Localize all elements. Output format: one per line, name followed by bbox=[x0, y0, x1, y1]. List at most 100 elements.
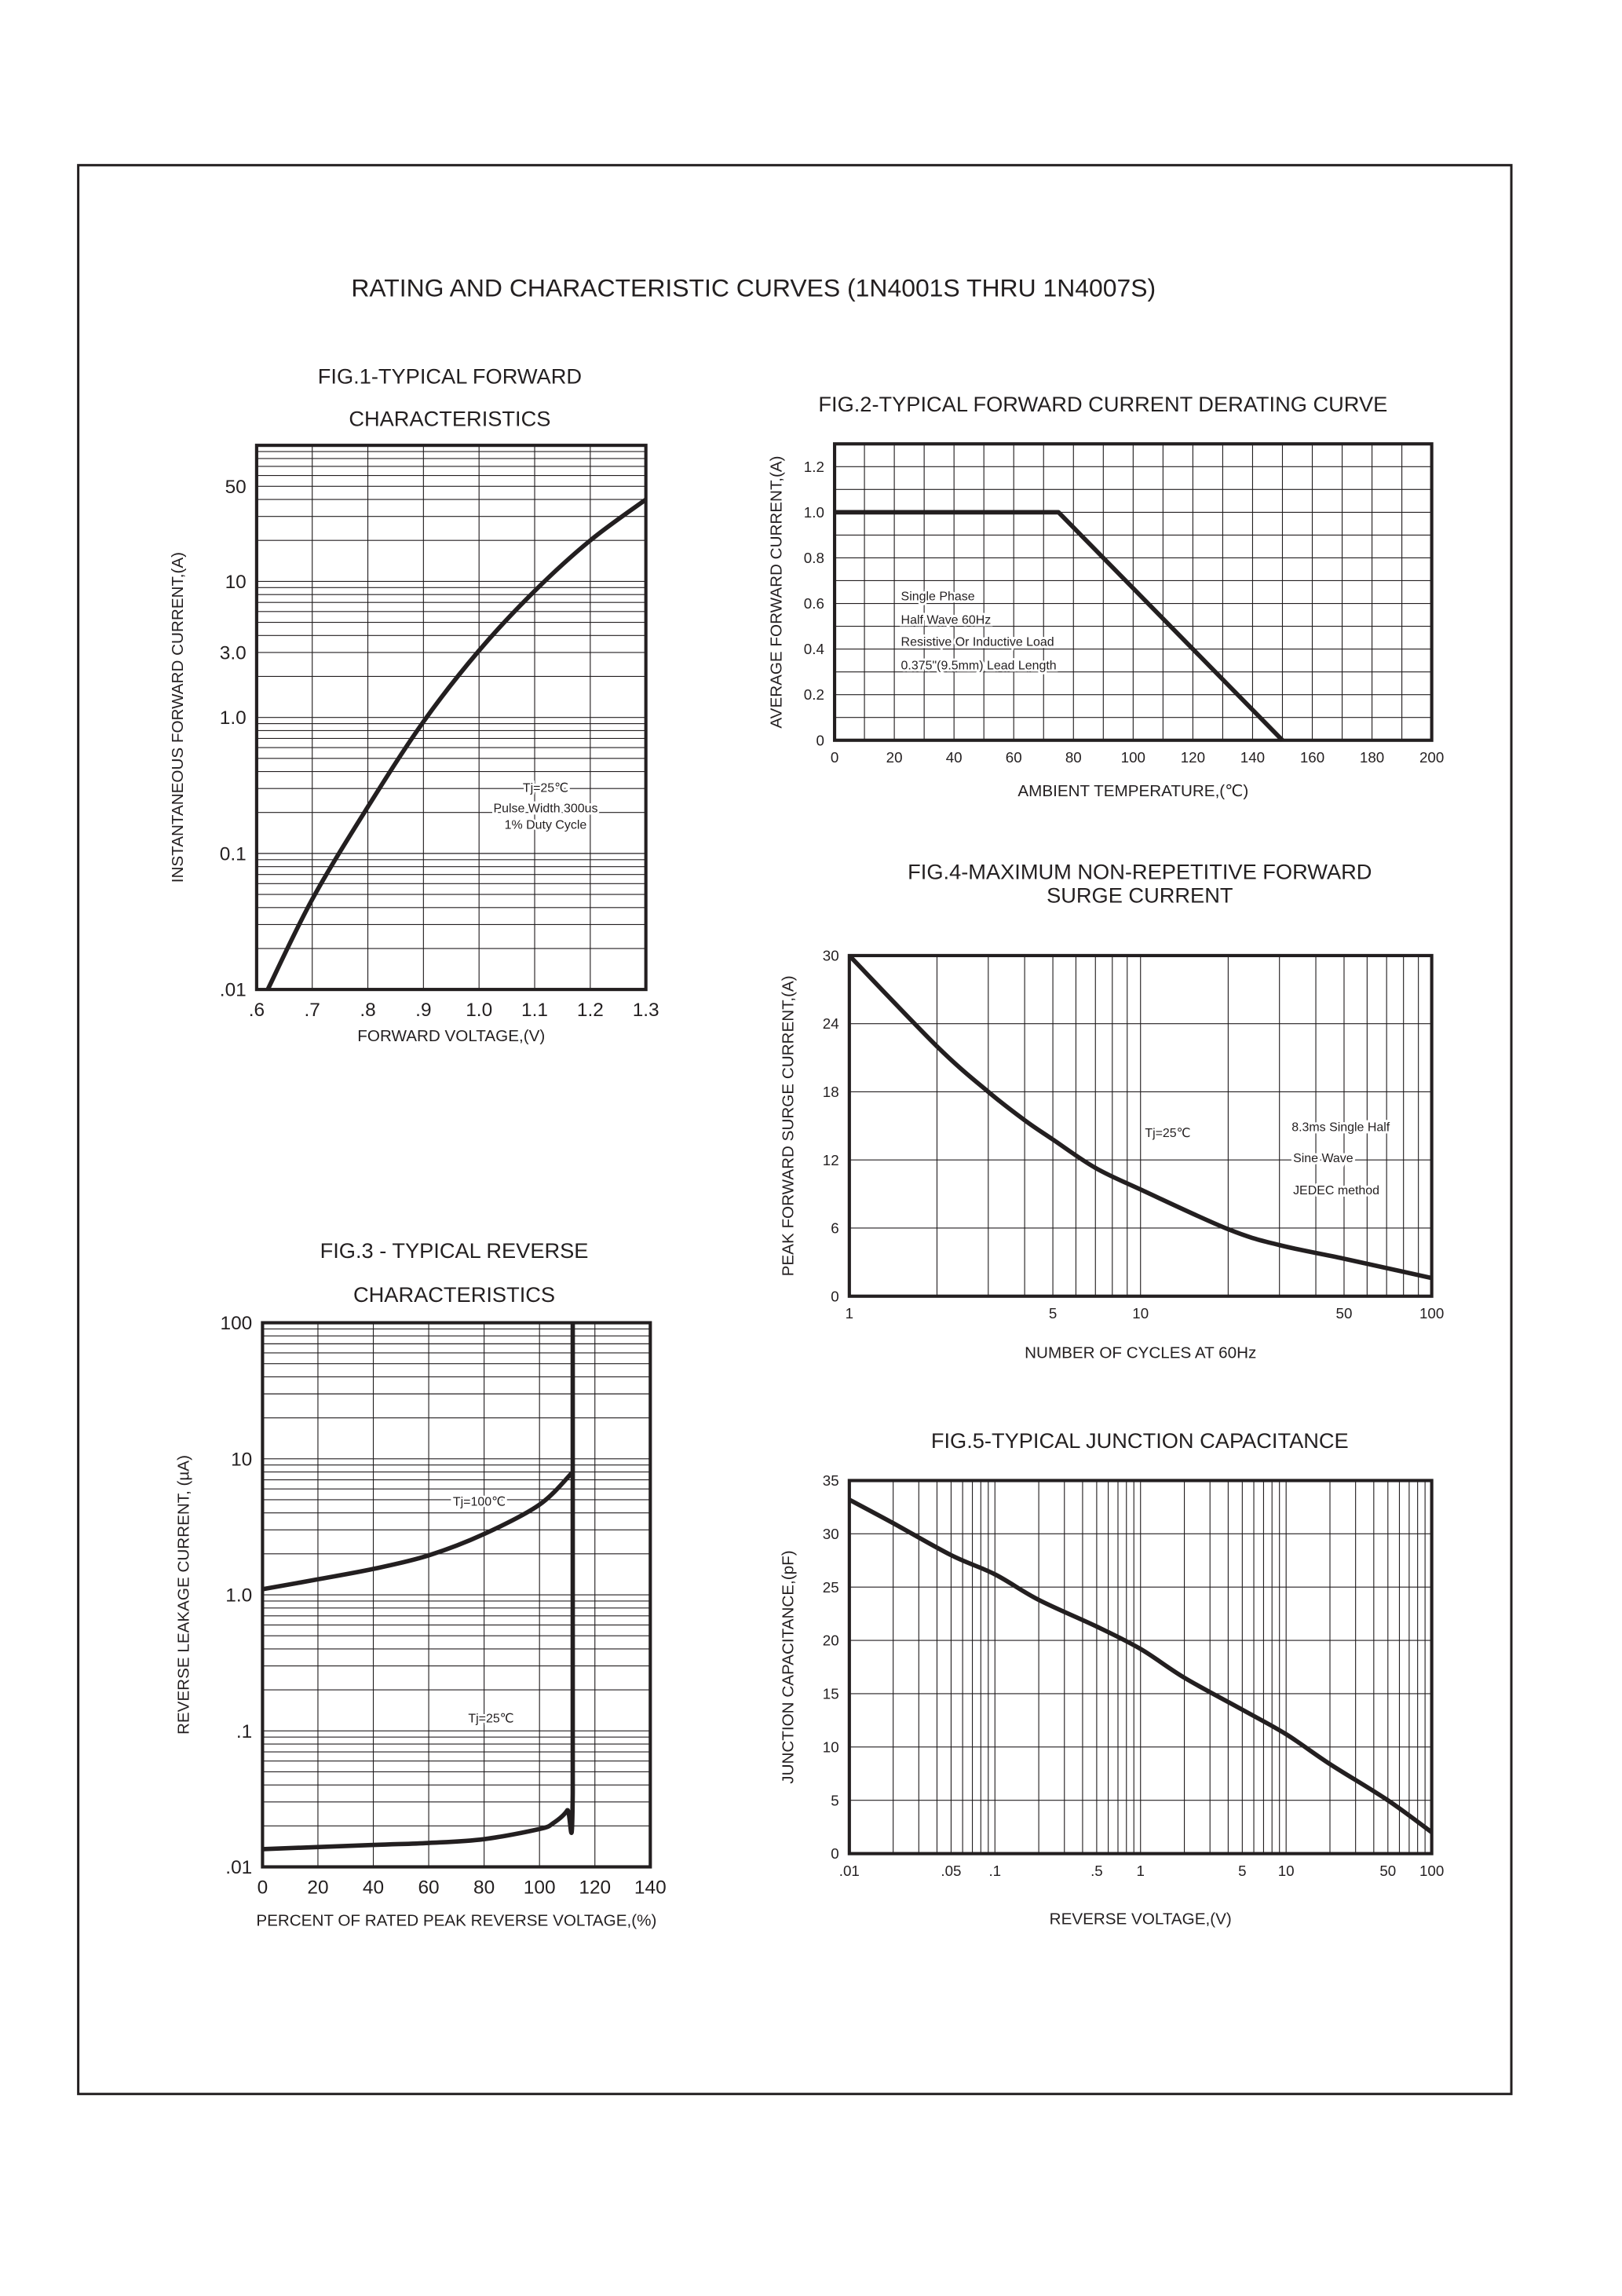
y-tick-label: .1 bbox=[236, 1721, 252, 1742]
x-tick-label: 120 bbox=[1181, 749, 1205, 766]
y-tick-label: 24 bbox=[823, 1015, 839, 1032]
fig4-chart: FIG.4-MAXIMUM NON-REPETITIVE FORWARDSURG… bbox=[779, 859, 1444, 1362]
charts-container: FIG.1-TYPICAL FORWARD CHARACTERISTICS .6 .7… bbox=[169, 364, 1444, 1929]
grid bbox=[256, 445, 646, 990]
y-tick-label: 12 bbox=[823, 1152, 839, 1168]
y-tick-label: 50 bbox=[225, 477, 247, 498]
x-tick-label: 160 bbox=[1300, 749, 1324, 766]
x-tick-label: 140 bbox=[1240, 749, 1265, 766]
y-tick-label: 30 bbox=[823, 947, 839, 963]
y-tick-label: 0.1 bbox=[220, 843, 247, 865]
plot-frame bbox=[832, 442, 1434, 742]
x-tick-label: 140 bbox=[634, 1877, 667, 1898]
y-tick-label: 0 bbox=[831, 1288, 838, 1304]
chart-annotation: 0.375"(9.5mm) Lead Length bbox=[901, 660, 1057, 673]
x-tick-label: .9 bbox=[415, 1000, 431, 1021]
chart-annotation: JEDEC method bbox=[1293, 1184, 1379, 1197]
x-tick-label: .01 bbox=[839, 1863, 860, 1879]
y-tick-label: 1.0 bbox=[220, 707, 247, 729]
chart-title: SURGE CURRENT bbox=[1047, 883, 1233, 907]
page-title: RATING AND CHARACTERISTIC CURVES (1N4001… bbox=[351, 273, 1156, 302]
grid bbox=[262, 1322, 651, 1867]
y-tick-label: 1.2 bbox=[804, 459, 824, 475]
x-tick-label: 1.0 bbox=[466, 1000, 492, 1021]
y-axis-label: PEAK FORWARD SURGE CURRENT,(A) bbox=[779, 975, 797, 1276]
chart-annotation: Sine Wave bbox=[1293, 1152, 1353, 1165]
x-tick-label: 180 bbox=[1360, 749, 1384, 766]
x-tick-label: 100 bbox=[1121, 749, 1145, 766]
x-tick-label: 20 bbox=[886, 749, 903, 766]
chart-annotation: Pulse Width 300us bbox=[493, 803, 597, 816]
grid bbox=[849, 1480, 1432, 1854]
chart-title: CHARACTERISTICS bbox=[353, 1282, 555, 1307]
fig5-chart: FIG.5-TYPICAL JUNCTION CAPACITANCE .01 .05… bbox=[779, 1428, 1444, 1929]
y-axis-label: AVERAGE FORWARD CURRENT,(A) bbox=[767, 455, 785, 728]
x-tick-label: 40 bbox=[946, 749, 963, 766]
x-tick-label: 60 bbox=[418, 1877, 439, 1898]
y-tick-label: 100 bbox=[221, 1313, 253, 1334]
y-tick-label: 30 bbox=[823, 1526, 839, 1542]
plot-frame bbox=[847, 1479, 1434, 1855]
series-line bbox=[261, 1470, 575, 1592]
chart-title: FIG.5-TYPICAL JUNCTION CAPACITANCE bbox=[931, 1428, 1349, 1453]
chart-title: FIG.2-TYPICAL FORWARD CURRENT DERATING C… bbox=[818, 392, 1387, 416]
x-tick-label: .6 bbox=[249, 1000, 265, 1021]
chart-title: FIG.4-MAXIMUM NON-REPETITIVE FORWARD bbox=[908, 859, 1372, 883]
y-tick-label: 0 bbox=[831, 1845, 838, 1862]
x-tick-label: 50 bbox=[1379, 1863, 1396, 1879]
y-tick-label: 0.8 bbox=[804, 550, 824, 566]
plot-frame bbox=[847, 953, 1434, 1298]
y-tick-label: 0.2 bbox=[804, 686, 824, 703]
series-line bbox=[847, 953, 1433, 1281]
y-tick-label: 1.0 bbox=[804, 504, 824, 521]
x-tick-label: .7 bbox=[305, 1000, 320, 1021]
x-tick-label: 5 bbox=[1049, 1305, 1057, 1322]
y-tick-label: 10 bbox=[225, 572, 247, 593]
y-tick-label: 20 bbox=[823, 1632, 839, 1649]
x-tick-label: .5 bbox=[1090, 1863, 1103, 1879]
x-tick-label: 1.2 bbox=[577, 1000, 604, 1021]
y-tick-label: 15 bbox=[823, 1686, 839, 1702]
chart-annotation: Tj=25℃ bbox=[1145, 1127, 1190, 1140]
grid bbox=[849, 955, 1432, 1296]
x-tick-label: 120 bbox=[579, 1877, 611, 1898]
x-tick-label: 80 bbox=[473, 1877, 495, 1898]
chart-annotation: 1% Duty Cycle bbox=[505, 818, 587, 832]
x-axis-label: NUMBER OF CYCLES AT 60Hz bbox=[1025, 1344, 1256, 1362]
x-tick-label: 0 bbox=[831, 749, 838, 766]
x-tick-label: 0 bbox=[258, 1877, 269, 1898]
x-axis-label: PERCENT OF RATED PEAK REVERSE VOLTAGE,(%… bbox=[256, 1912, 656, 1930]
x-tick-label: 10 bbox=[1278, 1863, 1295, 1879]
chart-annotation: Single Phase bbox=[901, 590, 975, 603]
x-tick-label: 40 bbox=[363, 1877, 384, 1898]
page-border bbox=[77, 163, 1513, 2096]
y-tick-label: 25 bbox=[823, 1579, 839, 1596]
x-axis-label: FORWARD VOLTAGE,(V) bbox=[357, 1027, 545, 1045]
x-tick-label: 10 bbox=[1132, 1305, 1149, 1322]
x-tick-label: .05 bbox=[941, 1863, 961, 1879]
x-tick-label: 1.3 bbox=[633, 1000, 659, 1021]
y-tick-label: 3.0 bbox=[220, 643, 247, 664]
y-axis-label: REVERSE LEAKAGE CURRENT, (µA) bbox=[174, 1455, 192, 1735]
fig1-chart: FIG.1-TYPICAL FORWARD CHARACTERISTICS .6 .7… bbox=[169, 364, 659, 1045]
plot-frame bbox=[261, 1321, 652, 1869]
x-tick-label: .1 bbox=[988, 1863, 1001, 1879]
series-line bbox=[835, 510, 1284, 742]
x-tick-label: 80 bbox=[1065, 749, 1082, 766]
y-tick-label: .01 bbox=[220, 980, 247, 1001]
x-tick-label: 100 bbox=[1419, 1863, 1444, 1879]
x-tick-label: 50 bbox=[1336, 1305, 1353, 1322]
x-tick-label: .8 bbox=[360, 1000, 375, 1021]
y-tick-label: 10 bbox=[231, 1449, 252, 1470]
fig2-chart: FIG.2-TYPICAL FORWARD CURRENT DERATING C… bbox=[767, 392, 1444, 800]
fig3-chart: FIG.3 - TYPICAL REVERSE CHARACTERISTICS 0 2… bbox=[174, 1238, 666, 1930]
y-tick-label: 10 bbox=[823, 1738, 839, 1755]
x-tick-label: 1 bbox=[1137, 1863, 1145, 1879]
x-axis-label: REVERSE VOLTAGE,(V) bbox=[1050, 1910, 1232, 1929]
y-tick-label: 0 bbox=[816, 732, 824, 748]
chart-annotation: Tj=25℃ bbox=[468, 1712, 513, 1725]
x-tick-label: 60 bbox=[1006, 749, 1022, 766]
x-tick-label: 100 bbox=[524, 1877, 556, 1898]
chart-title: FIG.3 - TYPICAL REVERSE bbox=[320, 1238, 589, 1263]
series-line bbox=[262, 1322, 575, 1852]
